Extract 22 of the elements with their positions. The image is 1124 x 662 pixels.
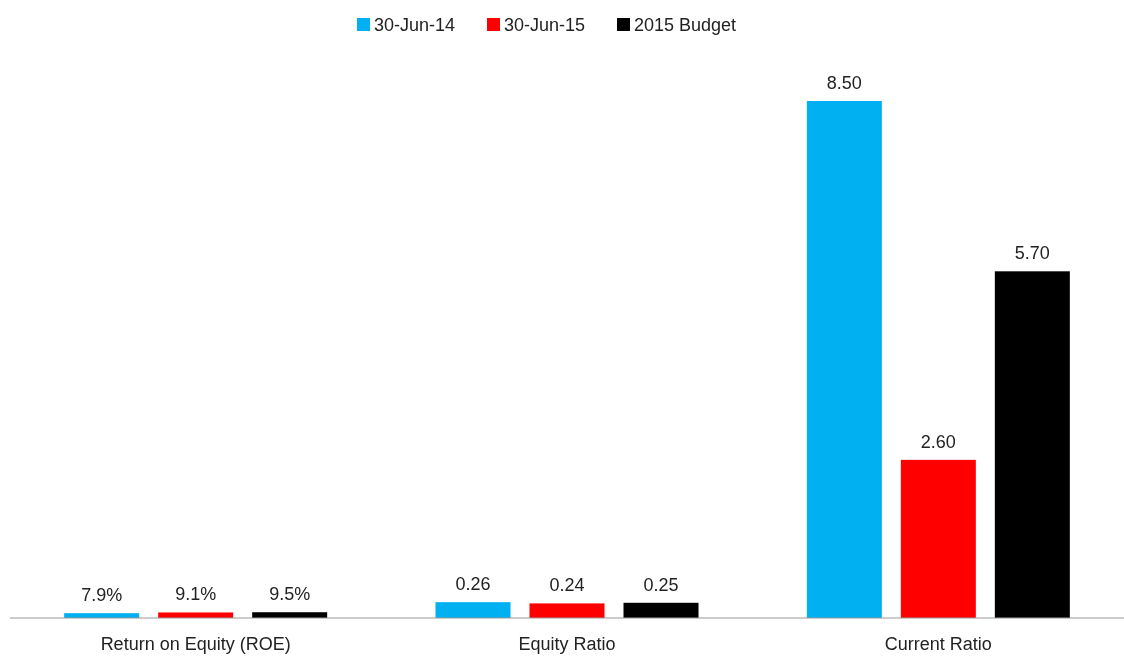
x-tick-label: Return on Equity (ROE) xyxy=(100,634,291,654)
bar xyxy=(623,602,699,618)
bar xyxy=(435,602,511,618)
data-label: 0.24 xyxy=(549,575,585,596)
data-label: 7.9% xyxy=(81,585,123,606)
data-label: 0.26 xyxy=(455,574,491,595)
bar xyxy=(158,612,234,618)
data-label: 9.1% xyxy=(175,584,217,605)
data-label: 0.25 xyxy=(643,574,679,595)
data-label: 8.50 xyxy=(826,73,862,93)
x-tick-label: Current Ratio xyxy=(884,634,992,654)
bar xyxy=(900,459,976,618)
legend-label: 2015 Budget xyxy=(634,14,737,35)
legend-label: 30-Jun-15 xyxy=(504,14,586,35)
data-label: 2.60 xyxy=(920,431,956,452)
data-label: 5.70 xyxy=(1014,243,1050,264)
x-tick-label: Equity Ratio xyxy=(518,634,616,654)
legend-label: 30-Jun-14 xyxy=(374,14,456,35)
bar xyxy=(994,271,1070,618)
bar xyxy=(529,603,605,618)
bar xyxy=(806,101,882,618)
data-label: 9.5% xyxy=(269,584,311,605)
